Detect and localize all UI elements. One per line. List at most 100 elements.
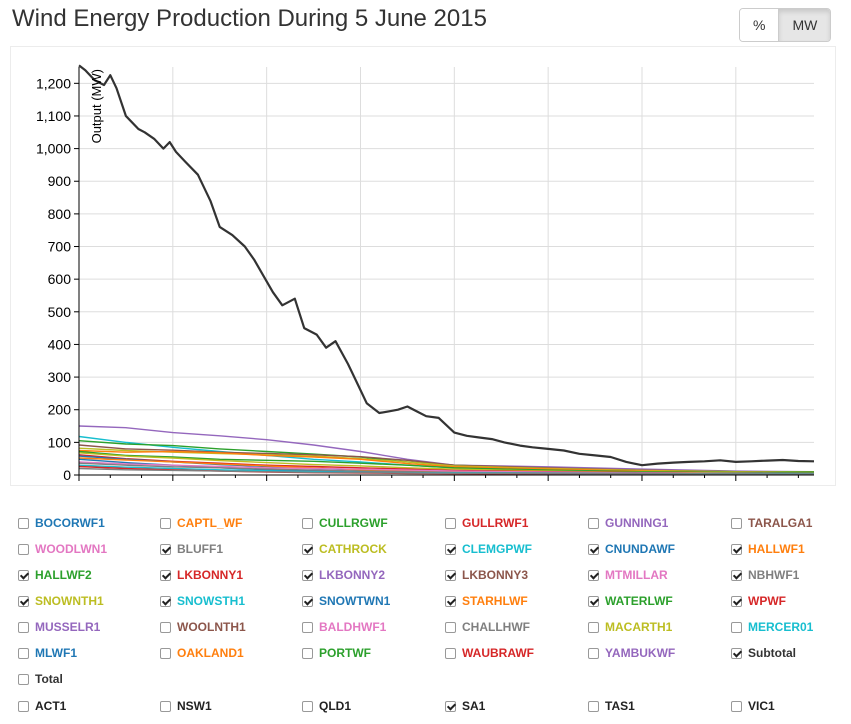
legend-checkbox[interactable] <box>160 700 171 712</box>
legend-checkbox[interactable] <box>731 517 742 529</box>
page-title: Wind Energy Production During 5 June 201… <box>12 5 487 32</box>
legend-checkbox[interactable] <box>302 700 313 712</box>
legend-item-yambukwf[interactable]: YAMBUKWF <box>588 644 675 662</box>
mw-button[interactable]: MW <box>778 9 831 41</box>
legend-checkbox[interactable] <box>18 569 29 581</box>
legend-label: NSW1 <box>177 699 212 713</box>
legend-item-clemgpwf[interactable]: CLEMGPWF <box>445 540 532 558</box>
legend-checkbox[interactable] <box>445 517 456 529</box>
legend-checkbox[interactable] <box>302 543 313 555</box>
legend-checkbox[interactable] <box>18 647 29 659</box>
percent-button[interactable]: % <box>740 9 779 41</box>
legend-checkbox[interactable] <box>445 647 456 659</box>
legend-item-gunning1[interactable]: GUNNING1 <box>588 514 668 532</box>
y-tick-label: 300 <box>48 369 72 385</box>
legend-checkbox[interactable] <box>731 647 742 659</box>
legend-item-subtotal[interactable]: Subtotal <box>731 644 796 662</box>
legend-checkbox[interactable] <box>588 700 599 712</box>
legend-checkbox[interactable] <box>302 595 313 607</box>
legend-checkbox[interactable] <box>588 595 599 607</box>
legend-checkbox[interactable] <box>731 543 742 555</box>
legend-item-sa1[interactable]: SA1 <box>445 697 485 715</box>
legend-checkbox[interactable] <box>731 700 742 712</box>
legend-checkbox[interactable] <box>445 595 456 607</box>
legend-item-gullrwf1[interactable]: GULLRWF1 <box>445 514 528 532</box>
legend-checkbox[interactable] <box>588 517 599 529</box>
legend-checkbox[interactable] <box>445 569 456 581</box>
legend-item-lkbonny2[interactable]: LKBONNY2 <box>302 566 385 584</box>
legend-item-mtmillar[interactable]: MTMILLAR <box>588 566 668 584</box>
legend-checkbox[interactable] <box>731 595 742 607</box>
legend-item-waterlwf[interactable]: WATERLWF <box>588 592 673 610</box>
legend-item-baldhwf1[interactable]: BALDHWF1 <box>302 618 386 636</box>
legend-checkbox[interactable] <box>588 543 599 555</box>
legend-item-cathrock[interactable]: CATHROCK <box>302 540 387 558</box>
legend-item-total[interactable]: Total <box>18 670 63 688</box>
legend-item-mlwf1[interactable]: MLWF1 <box>18 644 77 662</box>
legend-item-portwf[interactable]: PORTWF <box>302 644 371 662</box>
legend-item-macarth1[interactable]: MACARTH1 <box>588 618 672 636</box>
legend-checkbox[interactable] <box>445 543 456 555</box>
legend-item-oakland1[interactable]: OAKLAND1 <box>160 644 244 662</box>
legend-label: LKBONNY3 <box>462 568 529 582</box>
legend-item-nsw1[interactable]: NSW1 <box>160 697 212 715</box>
legend-item-act1[interactable]: ACT1 <box>18 697 66 715</box>
legend-label: NBHWF1 <box>748 568 800 582</box>
legend-item-hallwf1[interactable]: HALLWF1 <box>731 540 805 558</box>
legend-checkbox[interactable] <box>160 621 171 633</box>
legend-item-taralga1[interactable]: TARALGA1 <box>731 514 812 532</box>
legend-item-hallwf2[interactable]: HALLWF2 <box>18 566 92 584</box>
legend-label: MERCER01 <box>748 620 814 634</box>
legend-item-snowtwn1[interactable]: SNOWTWN1 <box>302 592 390 610</box>
legend-checkbox[interactable] <box>302 647 313 659</box>
legend-checkbox[interactable] <box>160 647 171 659</box>
legend-item-waubrawf[interactable]: WAUBRAWF <box>445 644 534 662</box>
legend-item-qld1[interactable]: QLD1 <box>302 697 351 715</box>
legend-item-snownth1[interactable]: SNOWNTH1 <box>18 592 104 610</box>
legend-checkbox[interactable] <box>18 621 29 633</box>
legend-label: CATHROCK <box>319 542 387 556</box>
legend-label: SNOWTWN1 <box>319 594 391 608</box>
legend-item-lkbonny3[interactable]: LKBONNY3 <box>445 566 528 584</box>
y-tick-label: 200 <box>48 402 72 418</box>
legend-checkbox[interactable] <box>160 595 171 607</box>
y-tick-label: 1,100 <box>36 108 71 124</box>
legend-checkbox[interactable] <box>302 621 313 633</box>
legend-checkbox[interactable] <box>160 569 171 581</box>
legend-item-cnundawf[interactable]: CNUNDAWF <box>588 540 675 558</box>
legend-checkbox[interactable] <box>588 569 599 581</box>
legend-item-musselr1[interactable]: MUSSELR1 <box>18 618 100 636</box>
legend-checkbox[interactable] <box>302 569 313 581</box>
legend-item-snowsth1[interactable]: SNOWSTH1 <box>160 592 245 610</box>
legend-item-woodlwn1[interactable]: WOODLWN1 <box>18 540 107 558</box>
legend-checkbox[interactable] <box>18 543 29 555</box>
legend-item-mercer01[interactable]: MERCER01 <box>731 618 813 636</box>
legend-checkbox[interactable] <box>302 517 313 529</box>
legend-item-bluff1[interactable]: BLUFF1 <box>160 540 223 558</box>
legend-checkbox[interactable] <box>731 621 742 633</box>
y-tick-label: 900 <box>48 173 72 189</box>
legend-item-starhlwf[interactable]: STARHLWF <box>445 592 528 610</box>
legend-item-challhwf[interactable]: CHALLHWF <box>445 618 530 636</box>
legend-checkbox[interactable] <box>18 700 29 712</box>
legend-checkbox[interactable] <box>18 595 29 607</box>
legend-checkbox[interactable] <box>445 621 456 633</box>
legend-item-wpwf[interactable]: WPWF <box>731 592 786 610</box>
legend-checkbox[interactable] <box>160 517 171 529</box>
legend-item-captl-wf[interactable]: CAPTL_WF <box>160 514 242 532</box>
legend-checkbox[interactable] <box>731 569 742 581</box>
legend-checkbox[interactable] <box>18 517 29 529</box>
legend-item-lkbonny1[interactable]: LKBONNY1 <box>160 566 243 584</box>
legend-item-cullrgwf[interactable]: CULLRGWF <box>302 514 388 532</box>
legend-checkbox[interactable] <box>18 673 29 685</box>
legend-checkbox[interactable] <box>588 647 599 659</box>
legend-checkbox[interactable] <box>160 543 171 555</box>
legend-label: MLWF1 <box>35 646 77 660</box>
legend-item-vic1[interactable]: VIC1 <box>731 697 775 715</box>
legend-item-nbhwf1[interactable]: NBHWF1 <box>731 566 799 584</box>
legend-item-tas1[interactable]: TAS1 <box>588 697 635 715</box>
legend-checkbox[interactable] <box>588 621 599 633</box>
legend-item-woolnth1[interactable]: WOOLNTH1 <box>160 618 246 636</box>
legend-item-bocorwf1[interactable]: BOCORWF1 <box>18 514 105 532</box>
legend-checkbox[interactable] <box>445 700 456 712</box>
